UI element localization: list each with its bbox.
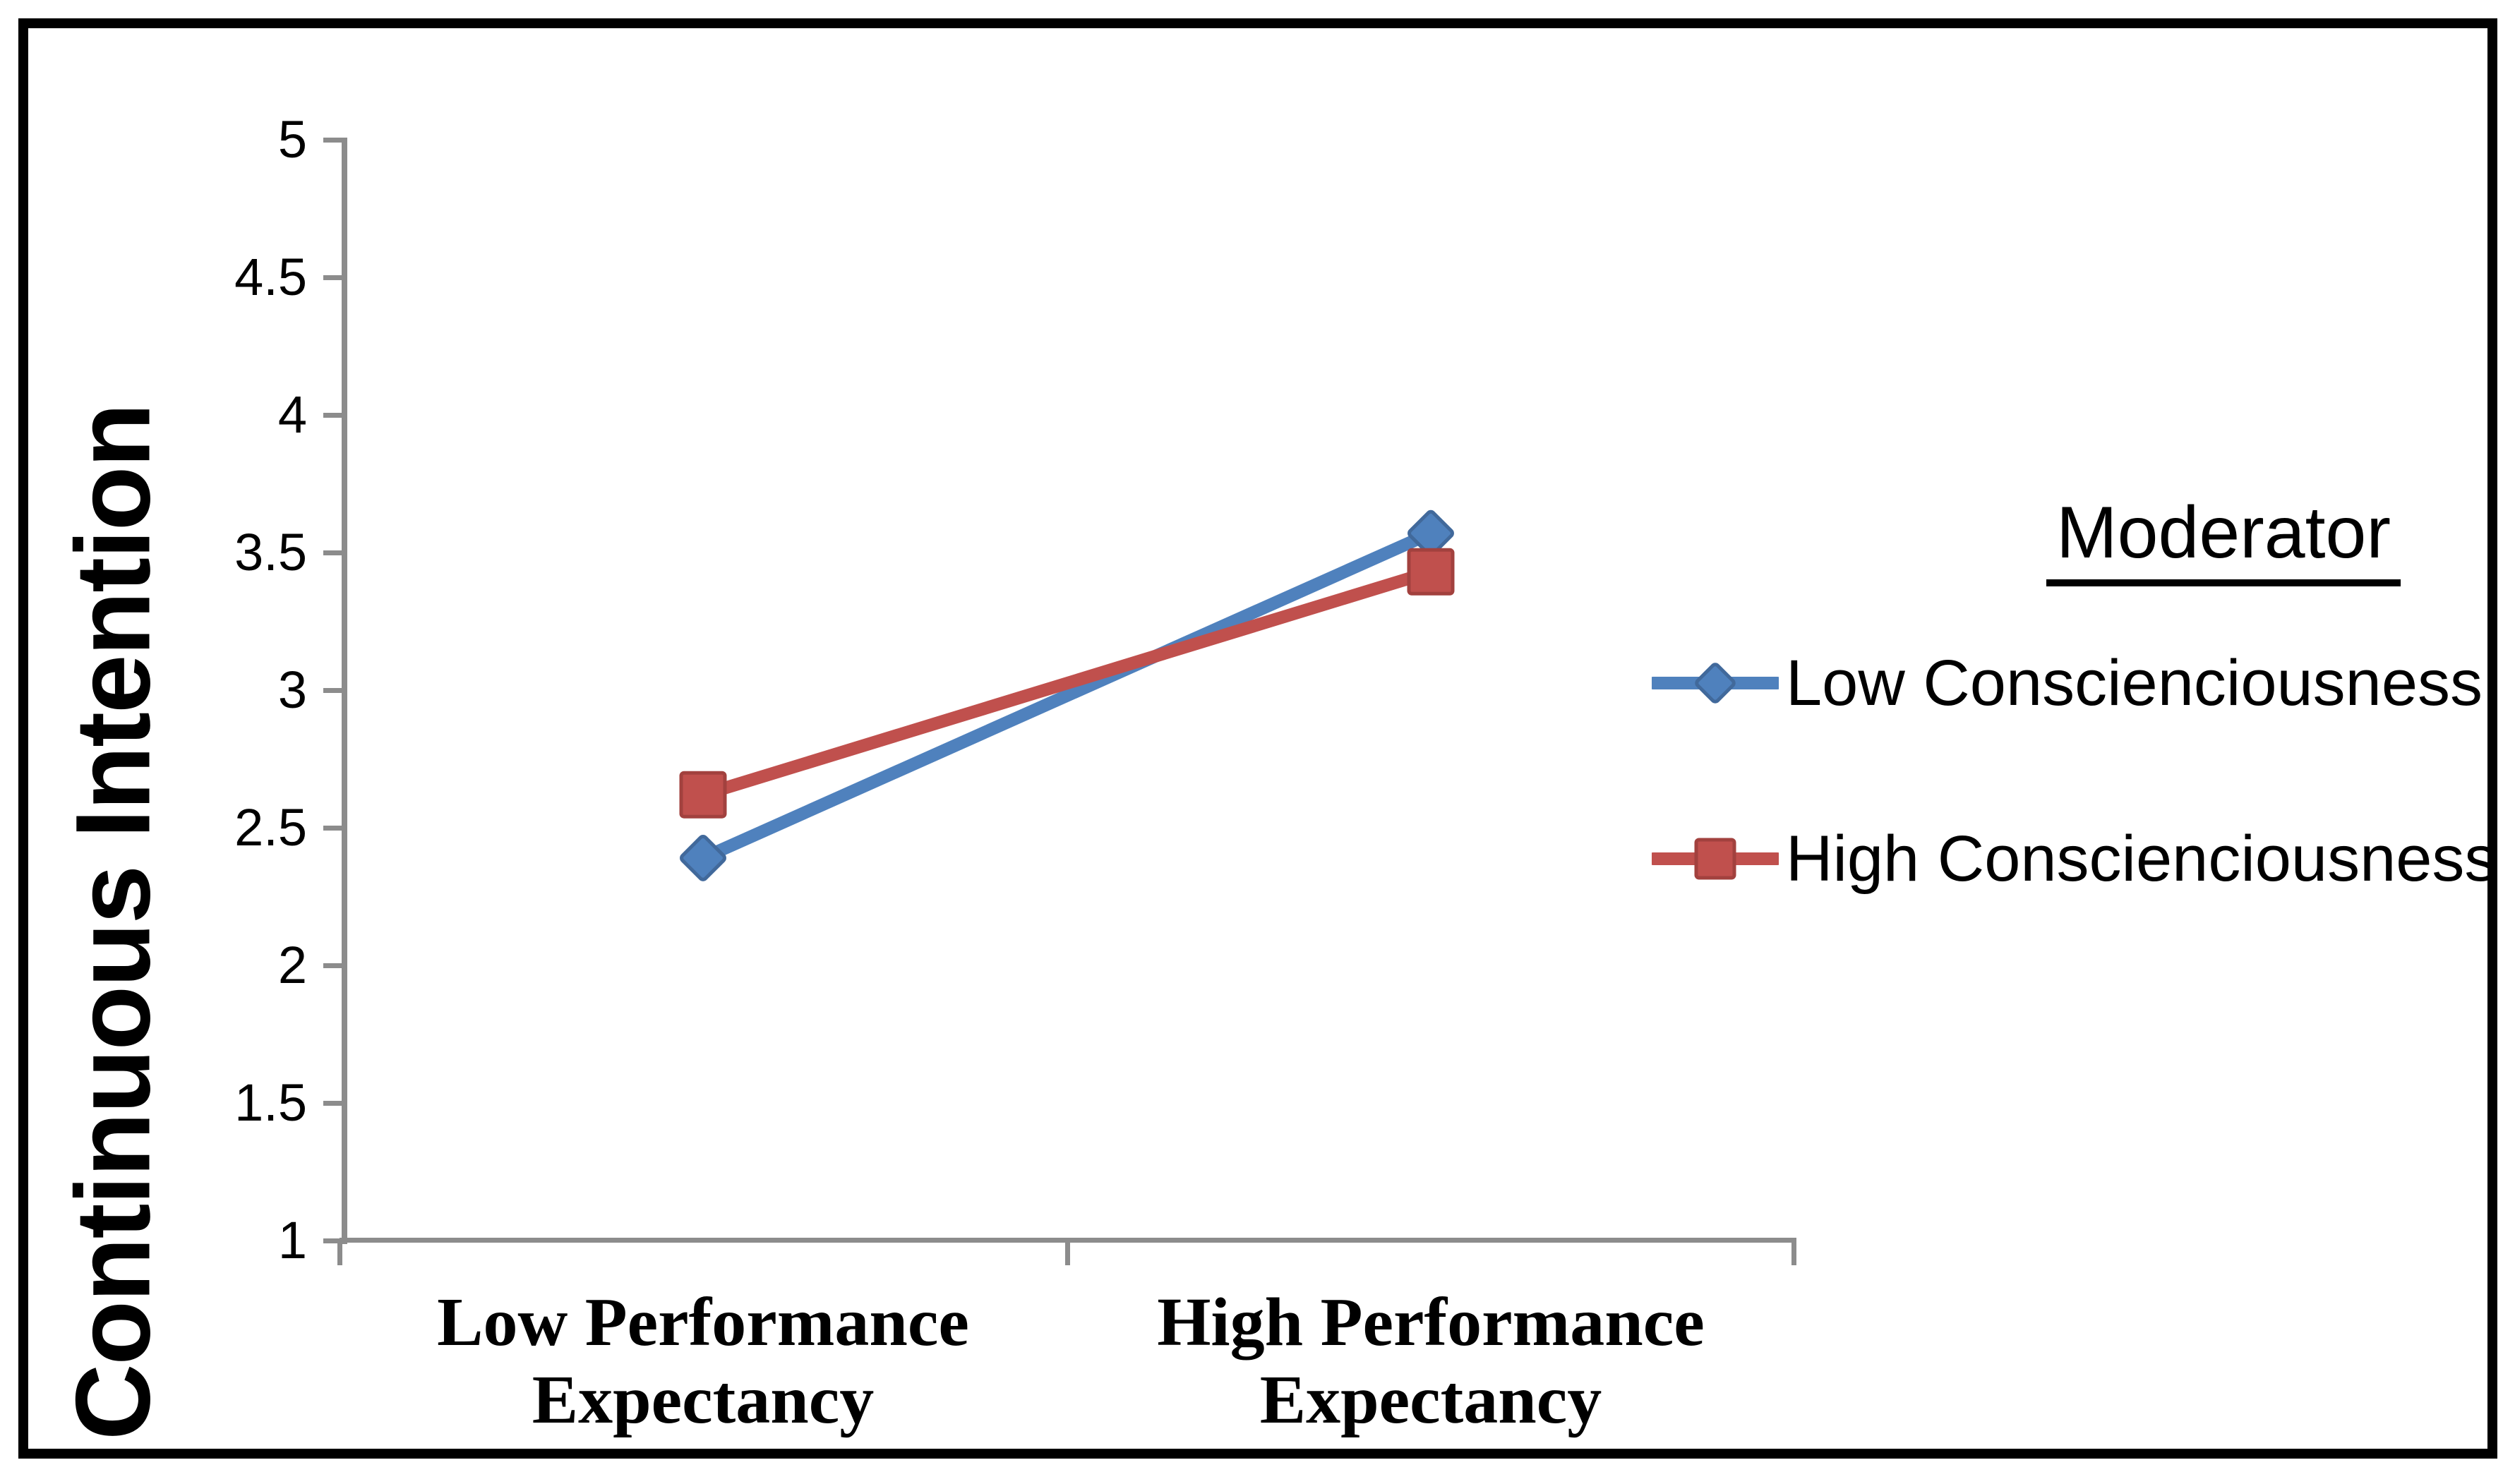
- x-axis-line: [340, 1238, 1796, 1243]
- x-category-label: Low Performance Expectancy: [437, 1284, 969, 1438]
- x-axis-tick: [1064, 1241, 1070, 1265]
- y-axis-tick: [323, 687, 346, 693]
- legend-marker-icon: [1652, 838, 1779, 880]
- legend-item: High Conscienciousness: [1652, 820, 2497, 898]
- x-axis-tick: [337, 1241, 342, 1265]
- x-axis-tick: [1791, 1241, 1796, 1265]
- y-axis-tick: [323, 1100, 346, 1106]
- legend-marker-icon: [1652, 663, 1779, 704]
- legend-item-label: Low Conscienciousness: [1786, 646, 2483, 719]
- legend-item: Low Conscienciousness: [1652, 644, 2483, 722]
- legend-item-label: High Conscienciousness: [1786, 822, 2497, 895]
- y-tick-label: 4: [277, 385, 307, 444]
- legend-title: Moderator: [2046, 496, 2401, 586]
- y-tick-label: 2: [277, 936, 307, 994]
- y-tick-label: 2.5: [234, 798, 307, 857]
- data-point-marker-square: [1694, 838, 1736, 880]
- y-tick-label: 1.5: [234, 1073, 307, 1132]
- data-point-marker-diamond: [680, 834, 726, 881]
- y-axis-tick: [323, 550, 346, 555]
- y-tick-label: 3: [277, 660, 307, 719]
- y-axis-tick: [323, 1238, 346, 1243]
- y-axis-tick: [323, 825, 346, 831]
- y-axis-tick: [323, 963, 346, 968]
- data-point-marker-square: [1407, 548, 1455, 596]
- series-line: [701, 565, 1433, 801]
- series-line: [700, 527, 1434, 864]
- y-tick-label: 5: [277, 110, 307, 169]
- x-category-label: High Performance Expectancy: [1157, 1284, 1705, 1438]
- y-axis-tick: [323, 412, 346, 418]
- y-axis-tick: [323, 275, 346, 280]
- data-point-marker-diamond: [1407, 509, 1454, 557]
- y-axis-tick: [323, 137, 346, 143]
- y-tick-label: 1: [277, 1211, 307, 1269]
- data-point-marker-square: [679, 771, 727, 819]
- data-point-marker-diamond: [1695, 663, 1736, 704]
- y-tick-label: 3.5: [234, 523, 307, 581]
- legend-title-wrap: Moderator: [1863, 496, 2515, 586]
- y-tick-label: 4.5: [234, 248, 307, 306]
